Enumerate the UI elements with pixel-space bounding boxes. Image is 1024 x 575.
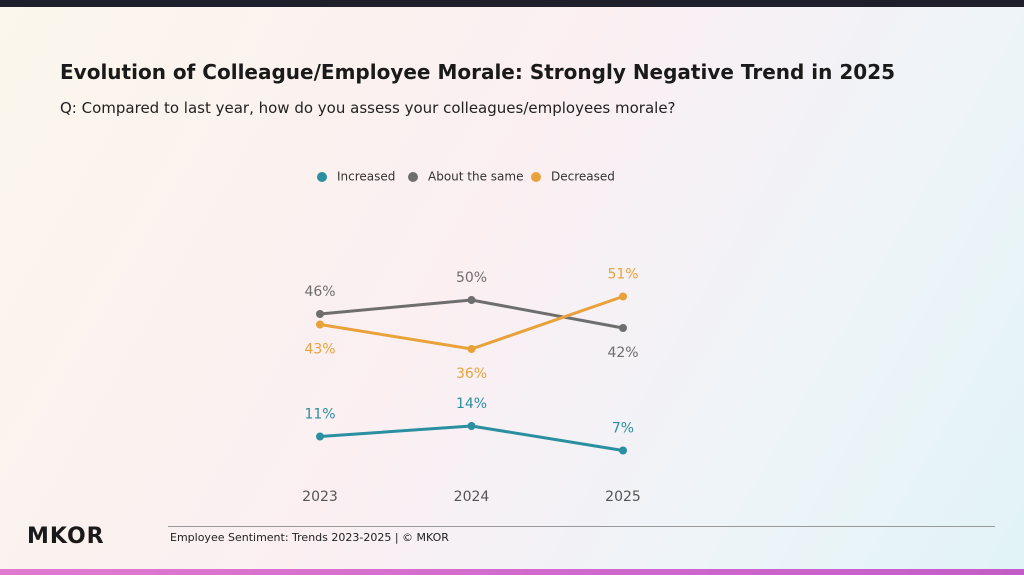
data-point: [619, 446, 627, 455]
title: Evolution of Colleague/Employee Morale: …: [60, 60, 896, 84]
data-label: 11%: [304, 407, 335, 423]
data-label: 14%: [456, 396, 487, 412]
legend-label: About the same: [428, 170, 523, 184]
data-point: [467, 345, 476, 353]
data-label: 42%: [607, 345, 638, 361]
subtitle: Q: Compared to last year, how do you ass…: [60, 99, 676, 117]
data-label: 46%: [304, 284, 335, 300]
x-tick-label: 2025: [605, 489, 641, 505]
data-point: [619, 324, 627, 332]
x-tick-label: 2024: [454, 489, 490, 505]
data-point: [316, 320, 324, 329]
data-label: 7%: [612, 421, 634, 437]
series-line: [319, 295, 624, 351]
legend-label: Decreased: [551, 170, 615, 184]
legend-marker: [408, 172, 418, 182]
footer-rule: [168, 526, 995, 527]
data-point: [467, 296, 476, 304]
data-point: [316, 310, 324, 318]
legend-label: Increased: [337, 170, 395, 184]
data-label: 36%: [456, 366, 487, 382]
legend-marker: [531, 172, 541, 182]
data-point: [619, 292, 627, 301]
logo: MKOR: [27, 524, 105, 549]
legend-marker: [317, 172, 327, 182]
data-label: 43%: [304, 342, 335, 358]
bottom-bar: [0, 569, 1024, 575]
footer: Employee Sentiment: Trends 2023-2025 | ©…: [170, 531, 449, 544]
top-bar: [0, 0, 1024, 7]
x-tick-label: 2023: [302, 489, 338, 505]
data-label: 51%: [607, 267, 638, 283]
data-label: 50%: [456, 270, 487, 286]
data-point: [467, 422, 476, 430]
series-line: [319, 298, 624, 330]
data-point: [316, 432, 324, 441]
